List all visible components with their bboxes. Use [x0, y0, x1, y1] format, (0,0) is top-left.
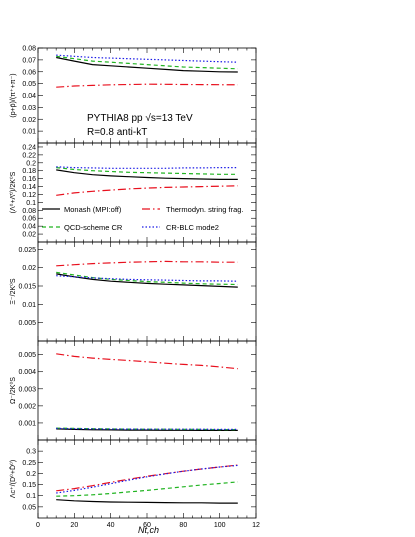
y-axis-label: Ξ⁻/2K⁰S: [9, 278, 17, 305]
y-tick-label: 0.03: [22, 105, 36, 112]
y-tick-label: 0.002: [18, 403, 36, 410]
y-tick-label: 0.005: [18, 320, 36, 327]
series-line-cr-blc-mode2: [56, 275, 238, 282]
y-tick-label: 0.05: [22, 81, 36, 88]
y-tick-label: 0.18: [22, 168, 36, 175]
y-tick-label: 0.005: [18, 352, 36, 359]
series-line-qcd-scheme-cr: [56, 55, 238, 70]
y-tick-label: 0.001: [18, 420, 36, 427]
x-tick-label: 0: [36, 522, 40, 529]
x-tick-label: 12: [252, 522, 260, 529]
y-tick-label: 0.025: [18, 247, 36, 254]
series-line-monash-mpi-off: [56, 169, 238, 180]
annotations: PYTHIA8 pp √s=13 TeV R=0.8 anti-kT: [87, 112, 193, 138]
legend-label-monash: Monash (MPI:off): [64, 205, 122, 214]
panel-frame: [37, 241, 257, 342]
series-line-cr-blc-mode2: [56, 54, 238, 63]
x-tick-label: 60: [143, 522, 151, 529]
panel-4: 0.001 0.002 0.003 0.004 0.005 Ω⁻/2K⁰S: [9, 340, 257, 441]
y-tick-label: 0.003: [18, 386, 36, 393]
panel-2: 0.020.040.060.080.10.120.140.160.180.20.…: [9, 142, 257, 243]
y-tick-label: 0.2: [26, 160, 36, 167]
series-line-thermodyn-string-frag: [56, 260, 238, 267]
y-tick-label: 0.08: [22, 208, 36, 215]
y-tick-label: 0.08: [22, 46, 36, 53]
x-tick-label: 100: [214, 522, 226, 529]
x-axis-label: Nt,ch: [138, 525, 159, 535]
y-tick-label: 0.015: [18, 284, 36, 291]
y-tick-label: 0.25: [22, 460, 36, 467]
legend-label-crblc: CR-BLC mode2: [166, 223, 219, 232]
series-line-qcd-scheme-cr: [56, 167, 238, 175]
y-axis-label: (p+p̄)/(π⁺+π⁻): [10, 73, 17, 117]
y-tick-label: 0.15: [22, 482, 36, 489]
series-line-monash-mpi-off: [56, 273, 238, 288]
series-line-qcd-scheme-cr: [56, 271, 238, 286]
annotation-jet: R=0.8 anti-kT: [87, 127, 147, 138]
y-tick-label: 0.02: [22, 232, 36, 239]
panel-3: 0.005 0.01 0.015 0.02 0.025 Ξ⁻/2K⁰S: [9, 241, 257, 342]
panel-1: 0.01 0.02 0.03 0.04 0.05 0.06 0.07 0.08 (p+p̄)/(…: [10, 46, 257, 144]
y-tick-label: 0.3: [26, 449, 36, 456]
legend-label-qcd: QCD-scheme CR: [64, 223, 123, 232]
series-line-cr-blc-mode2: [56, 427, 238, 430]
y-axis-label: (Λ⁰+Λ̄⁰)/2K⁰S: [9, 171, 17, 213]
x-tick-label: 40: [107, 522, 115, 529]
y-tick-label: 0.22: [22, 152, 36, 159]
y-tick-label: 0.06: [22, 216, 36, 223]
series-line-qcd-scheme-cr: [56, 481, 238, 497]
legend: Monash (MPI:off) Thermodyn. string frag.…: [42, 205, 244, 232]
series-line-thermodyn-string-frag: [56, 83, 238, 88]
y-tick-label: 0.04: [22, 93, 36, 100]
legend-label-thermodyn: Thermodyn. string frag.: [166, 205, 244, 214]
y-tick-label: 0.1: [26, 493, 36, 500]
panel-frame: [37, 340, 257, 441]
series-line-monash-mpi-off: [56, 56, 238, 73]
series-line-thermodyn-string-frag: [56, 185, 238, 196]
y-tick-label: 0.06: [22, 69, 36, 76]
y-tick-label: 0.04: [22, 224, 36, 231]
x-tick-label: 20: [70, 522, 78, 529]
y-axis-label: Ω⁻/2K⁰S: [9, 377, 17, 404]
y-tick-label: 0.01: [22, 302, 36, 309]
y-tick-label: 0.12: [22, 192, 36, 199]
series-line-cr-blc-mode2: [56, 166, 238, 169]
y-tick-label: 0.1: [26, 200, 36, 207]
y-tick-label: 0.02: [22, 265, 36, 272]
y-tick-label: 0.16: [22, 176, 36, 183]
x-tick-label: 80: [179, 522, 187, 529]
series-line-thermodyn-string-frag: [56, 353, 238, 370]
y-tick-label: 0.004: [18, 369, 36, 376]
y-tick-label: 0.02: [22, 117, 36, 124]
y-tick-label: 0.05: [22, 504, 36, 511]
y-axis-label: Λc⁺/(D⁰+D̄⁰): [9, 460, 17, 498]
y-tick-label: 0.24: [22, 144, 36, 151]
series-line-monash-mpi-off: [56, 499, 238, 504]
series-line-cr-blc-mode2: [56, 464, 238, 494]
y-tick-label: 0.14: [22, 184, 36, 191]
y-tick-label: 0.2: [26, 471, 36, 478]
annotation-generator: PYTHIA8 pp √s=13 TeV: [87, 112, 193, 124]
panels: 0.01 0.02 0.03 0.04 0.05 0.06 0.07 0.08 (p+p̄)/(…: [9, 46, 260, 530]
series-line-thermodyn-string-frag: [56, 464, 238, 492]
panel-frame: [37, 439, 257, 519]
y-tick-label: 0.01: [22, 129, 36, 136]
panel-5: 0.05 0.1 0.15 0.2 0.25 0.3 Λc⁺/(D⁰+D̄⁰) 0 20 40 60…: [9, 439, 260, 529]
y-tick-label: 0.07: [22, 57, 36, 64]
series-line-monash-mpi-off: [56, 428, 238, 431]
series-line-qcd-scheme-cr: [56, 427, 238, 431]
